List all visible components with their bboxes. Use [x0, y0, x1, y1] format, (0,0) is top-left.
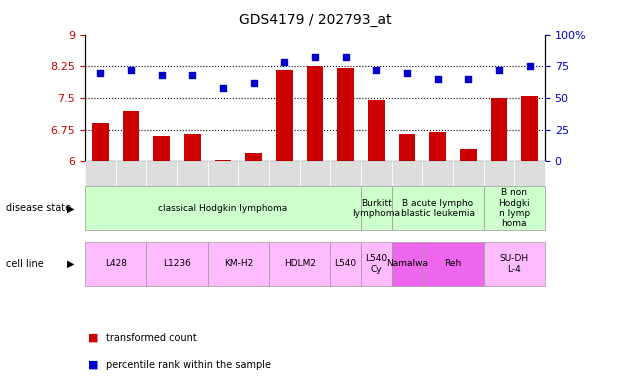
- Bar: [399, 134, 415, 161]
- Bar: [184, 134, 201, 161]
- Bar: [368, 100, 385, 161]
- Text: KM-H2: KM-H2: [224, 260, 253, 268]
- Text: L540: L540: [335, 260, 357, 268]
- Text: L428: L428: [105, 260, 127, 268]
- Text: Namalwa: Namalwa: [386, 260, 428, 268]
- Point: [494, 67, 504, 73]
- Text: GDS4179 / 202793_at: GDS4179 / 202793_at: [239, 13, 391, 27]
- Text: ■: ■: [88, 333, 99, 343]
- Bar: [337, 68, 354, 161]
- Text: L540
Cy: L540 Cy: [365, 254, 387, 274]
- Point: [525, 63, 535, 70]
- Text: Burkitt
lymphoma: Burkitt lymphoma: [352, 199, 400, 218]
- Bar: [491, 98, 507, 161]
- Text: B non
Hodgki
n lymp
homa: B non Hodgki n lymp homa: [498, 188, 530, 228]
- Bar: [460, 149, 477, 161]
- Bar: [245, 153, 262, 161]
- Bar: [123, 111, 139, 161]
- Point: [371, 67, 381, 73]
- Point: [310, 54, 320, 60]
- Bar: [429, 132, 446, 161]
- Point: [463, 76, 473, 82]
- Text: B acute lympho
blastic leukemia: B acute lympho blastic leukemia: [401, 199, 474, 218]
- Bar: [153, 136, 170, 161]
- Bar: [307, 66, 323, 161]
- Bar: [521, 96, 538, 161]
- Text: ■: ■: [88, 360, 99, 370]
- Point: [157, 72, 167, 78]
- Text: SU-DH
L-4: SU-DH L-4: [500, 254, 529, 274]
- Point: [95, 70, 105, 76]
- Point: [126, 67, 136, 73]
- Bar: [276, 71, 293, 161]
- Text: L1236: L1236: [163, 260, 191, 268]
- Point: [187, 72, 197, 78]
- Point: [279, 60, 289, 66]
- Point: [433, 76, 443, 82]
- Text: HDLM2: HDLM2: [284, 260, 316, 268]
- Bar: [92, 123, 109, 161]
- Point: [402, 70, 412, 76]
- Text: classical Hodgkin lymphoma: classical Hodgkin lymphoma: [158, 204, 288, 213]
- Text: disease state: disease state: [6, 203, 71, 214]
- Point: [218, 85, 228, 91]
- Text: ▶: ▶: [67, 259, 74, 269]
- Point: [249, 79, 259, 86]
- Text: ▶: ▶: [67, 203, 74, 214]
- Text: cell line: cell line: [6, 259, 44, 269]
- Text: Reh: Reh: [444, 260, 462, 268]
- Point: [341, 54, 351, 60]
- Text: percentile rank within the sample: percentile rank within the sample: [106, 360, 271, 370]
- Text: transformed count: transformed count: [106, 333, 197, 343]
